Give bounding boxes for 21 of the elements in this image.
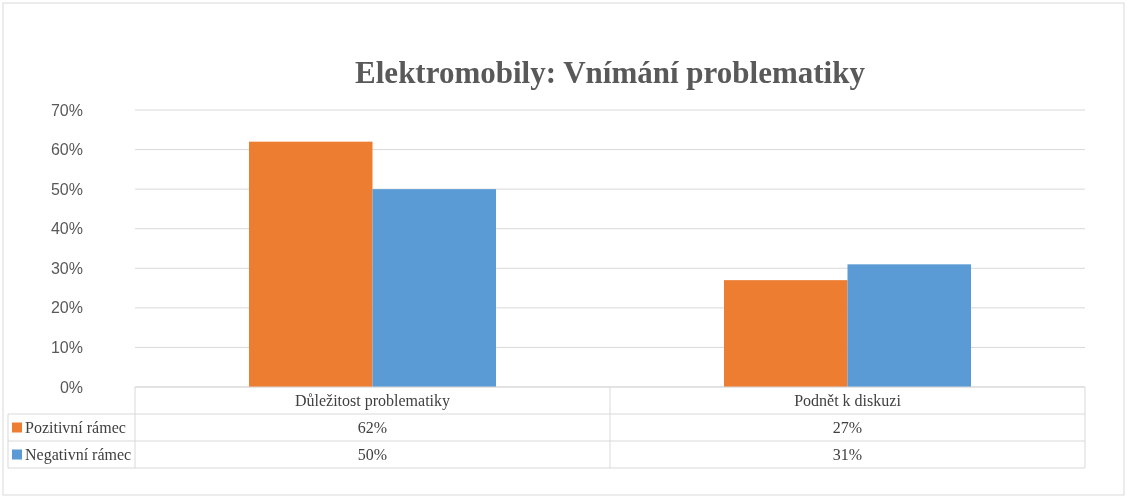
data-label: 31% bbox=[832, 446, 863, 464]
bar bbox=[724, 280, 848, 387]
y-tick-label: 10% bbox=[50, 339, 83, 357]
data-label: 62% bbox=[357, 419, 388, 437]
y-tick-label: 20% bbox=[50, 299, 83, 317]
legend-label: Negativní rámec bbox=[25, 446, 132, 465]
x-tick-label: Podnět k diskuzi bbox=[794, 392, 902, 410]
y-tick-label: 70% bbox=[50, 101, 83, 119]
y-tick-label: 40% bbox=[50, 220, 83, 238]
bar bbox=[249, 141, 373, 387]
legend-label: Pozitivní rámec bbox=[25, 419, 126, 437]
bar bbox=[847, 264, 971, 387]
bar bbox=[372, 189, 496, 387]
y-tick-label: 0% bbox=[59, 378, 83, 396]
data-label: 27% bbox=[832, 419, 863, 437]
data-label: 50% bbox=[357, 446, 388, 464]
y-tick-label: 50% bbox=[50, 180, 83, 198]
x-tick-label: Důležitost problematiky bbox=[294, 392, 451, 411]
y-tick-label: 60% bbox=[50, 141, 83, 159]
y-tick-label: 30% bbox=[50, 259, 83, 277]
chart-title: Elektromobily: Vnímání problematiky bbox=[355, 55, 866, 90]
